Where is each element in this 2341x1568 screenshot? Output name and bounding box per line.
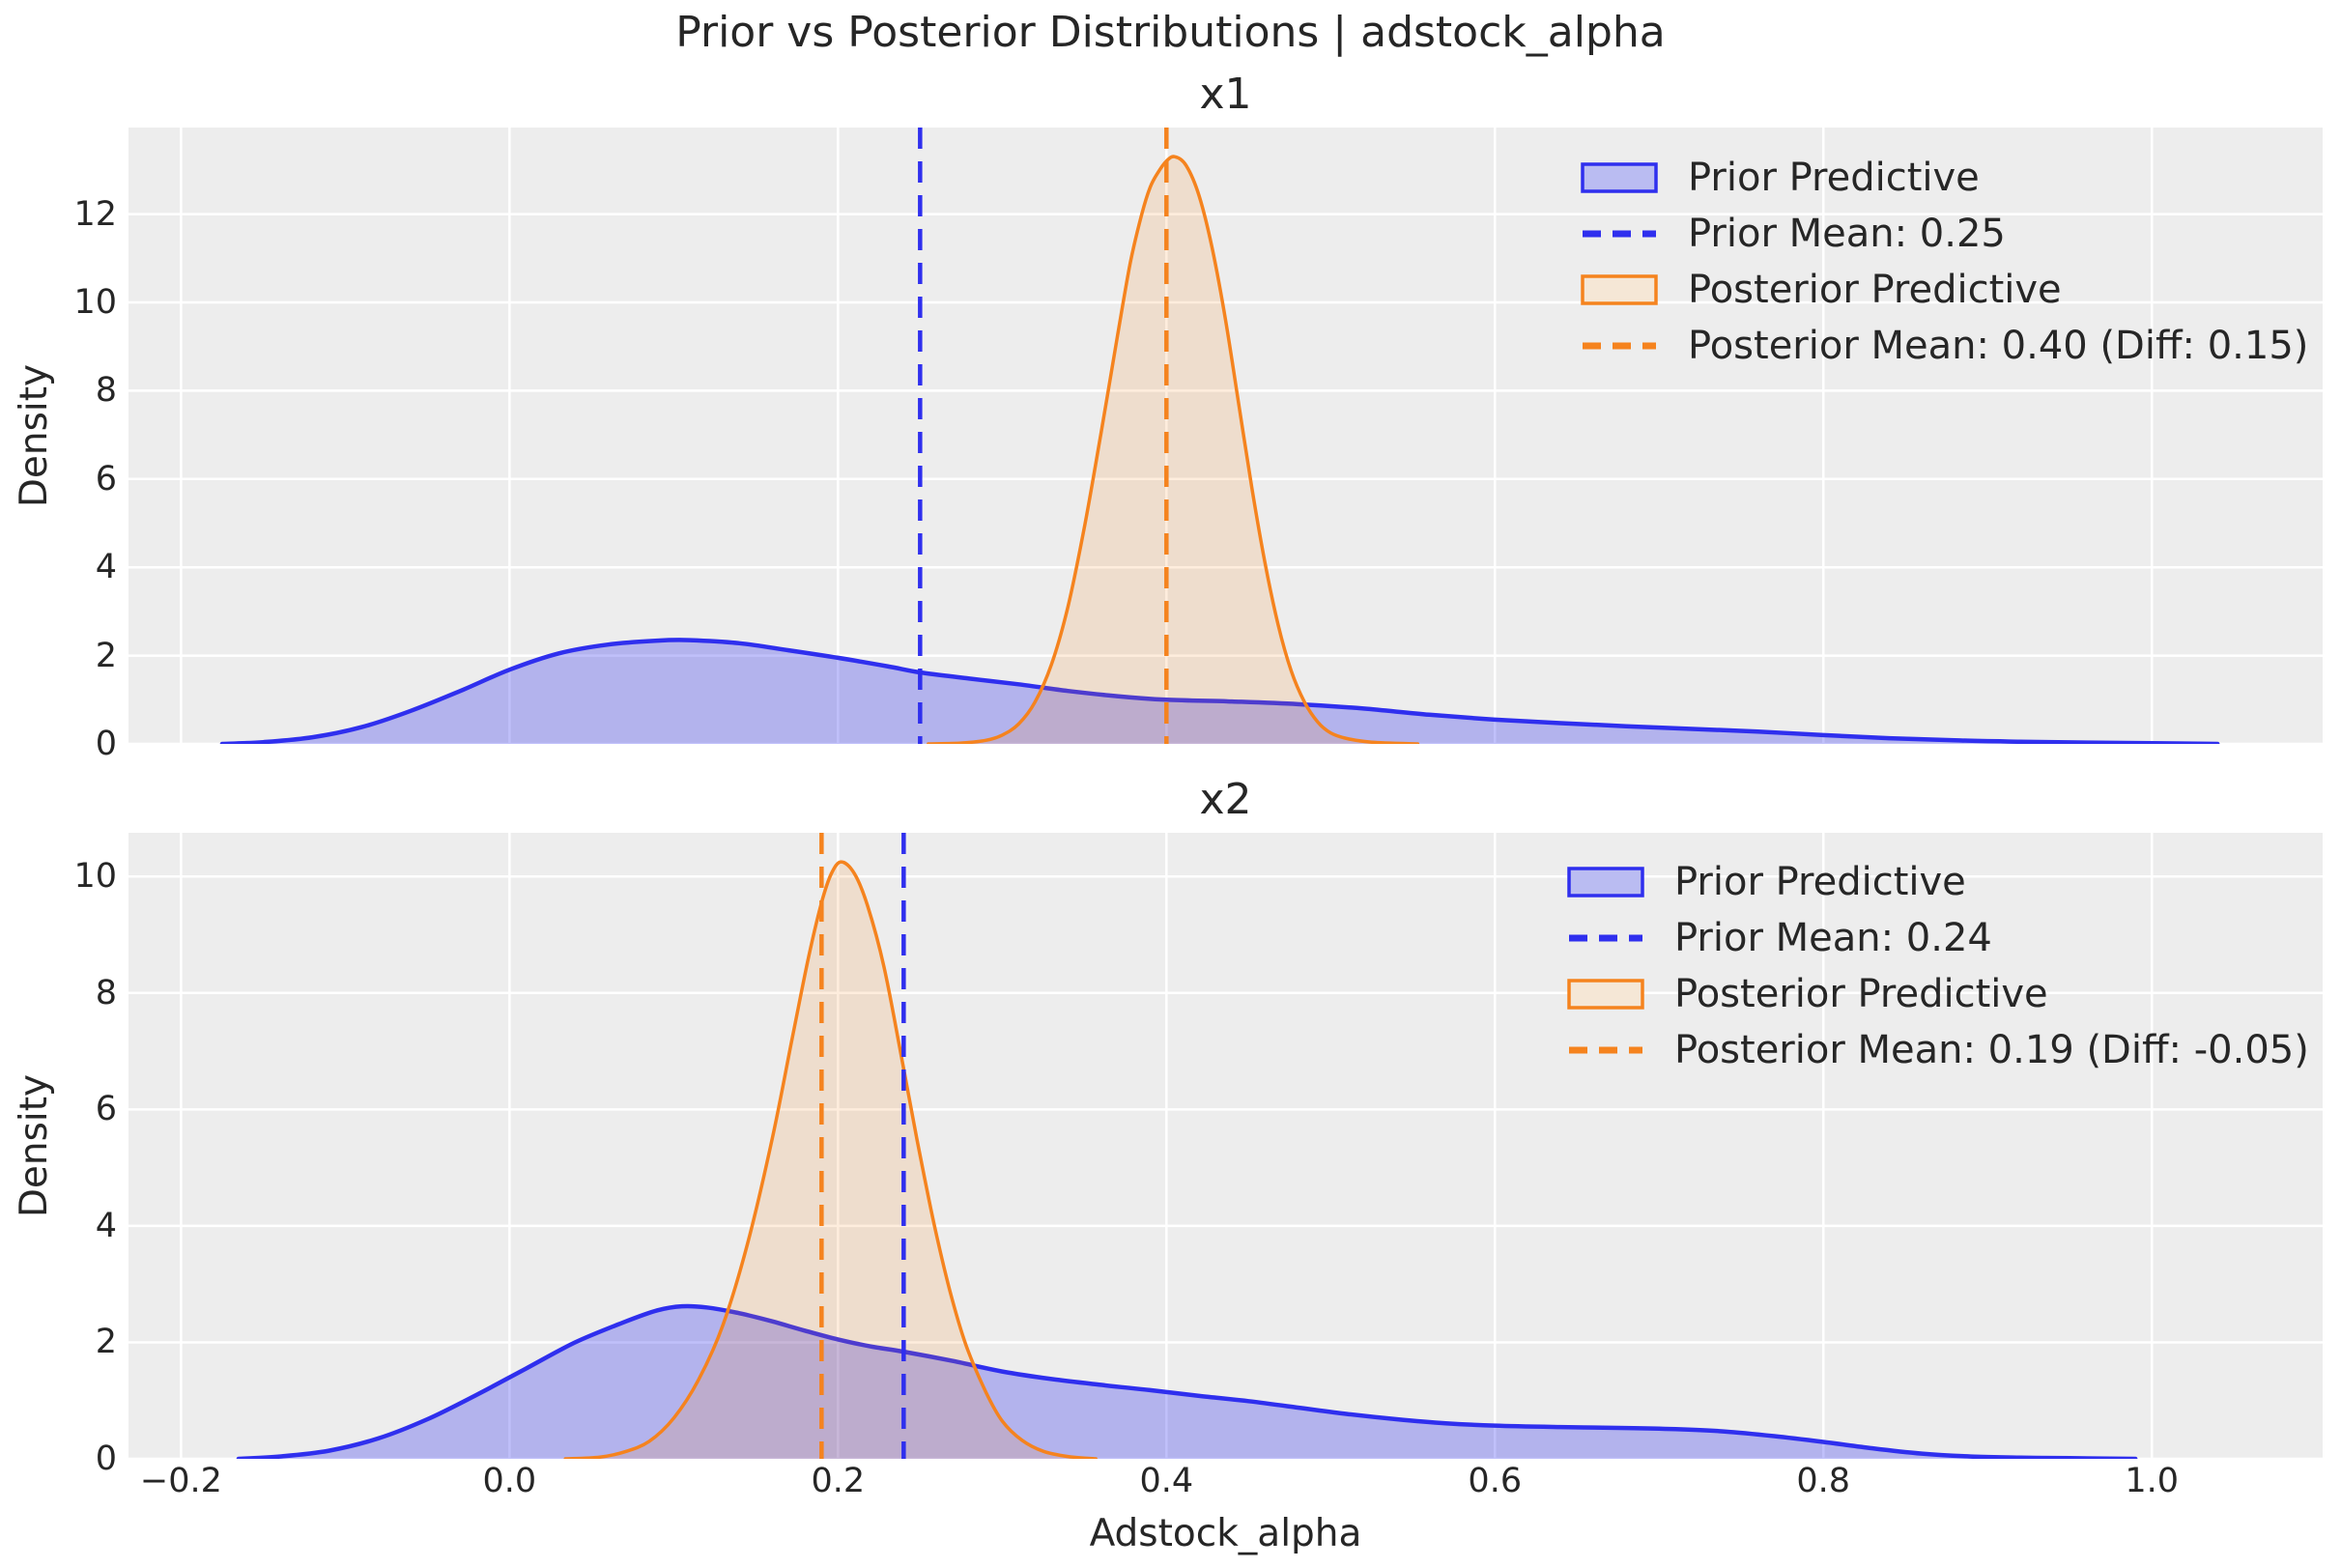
subplot-title-x1: x1 [1199, 70, 1252, 119]
x-tick-label: 0.0 [482, 1462, 537, 1500]
y-tick-label: 6 [95, 1090, 117, 1129]
legend-label: Prior Mean: 0.24 [1674, 916, 1992, 960]
prior-patch [1567, 867, 1644, 898]
y-tick-label: 10 [73, 282, 117, 322]
x-axis-label: Adstock_alpha [1089, 1512, 1362, 1555]
x-tick-label: 0.6 [1468, 1462, 1523, 1500]
prior-kde-curve [219, 638, 2220, 744]
legend-label: Prior Predictive [1688, 156, 1980, 200]
y-tick-label: 2 [95, 1323, 117, 1362]
legend-label: Posterior Predictive [1688, 268, 2062, 312]
y-tick-label: 12 [73, 194, 117, 234]
prior-kde-fill [238, 1305, 2136, 1459]
prior-kde-fill [221, 640, 2218, 744]
figure-title: Prior vs Posterior Distributions | adsto… [675, 8, 1666, 57]
legend-label: Posterior Mean: 0.40 (Diff: 0.15) [1688, 324, 2309, 368]
legend-label: Prior Predictive [1674, 860, 1966, 904]
posterior-kde-fill [565, 862, 1097, 1459]
legend-patch-swatch [1581, 162, 1658, 193]
legend-label: Posterior Mean: 0.19 (Diff: -0.05) [1674, 1028, 2309, 1072]
posterior-patch [1581, 274, 1658, 305]
kde-plot-x2 [128, 833, 2323, 1459]
y-tick-label: 8 [95, 371, 117, 411]
y-tick-label: 2 [95, 636, 117, 675]
legend-dash-swatch [1569, 934, 1642, 942]
prior-patch [1581, 162, 1658, 193]
legend-patch-swatch [1581, 274, 1658, 305]
y-tick-label: 8 [95, 973, 117, 1012]
prior-kde-curve [236, 1303, 2138, 1459]
posterior-kde-curve [927, 155, 1420, 744]
legend-patch-swatch [1567, 867, 1644, 898]
x-tick-label: −0.2 [139, 1462, 222, 1500]
kde-plot-x1 [128, 128, 2323, 744]
subplot-title-x2: x2 [1199, 775, 1252, 824]
x-tick-label: 0.2 [811, 1462, 866, 1500]
posterior-patch [1567, 979, 1644, 1010]
legend-label: Posterior Predictive [1674, 972, 2048, 1016]
y-tick-label: 4 [95, 1206, 117, 1245]
legend-label: Prior Mean: 0.25 [1688, 212, 2006, 256]
legend-dash-swatch [1569, 1046, 1642, 1054]
x-tick-label: 0.4 [1139, 1462, 1194, 1500]
y-tick-label: 10 [73, 857, 117, 897]
y-tick-label: 4 [95, 548, 117, 587]
legend-dash-swatch [1583, 230, 1656, 238]
posterior-kde-fill [928, 157, 1418, 744]
y-tick-label: 6 [95, 459, 117, 499]
x-tick-label: 1.0 [2125, 1462, 2180, 1500]
plot-panel-x2 [128, 833, 2323, 1459]
y-tick-label: 0 [95, 1440, 117, 1478]
posterior-kde-curve [563, 860, 1098, 1459]
legend-patch-swatch [1567, 979, 1644, 1010]
plot-panel-x1 [128, 128, 2323, 744]
x-tick-label: 0.8 [1796, 1462, 1851, 1500]
legend-dash-swatch [1583, 342, 1656, 350]
y-tick-label: 0 [95, 725, 117, 763]
